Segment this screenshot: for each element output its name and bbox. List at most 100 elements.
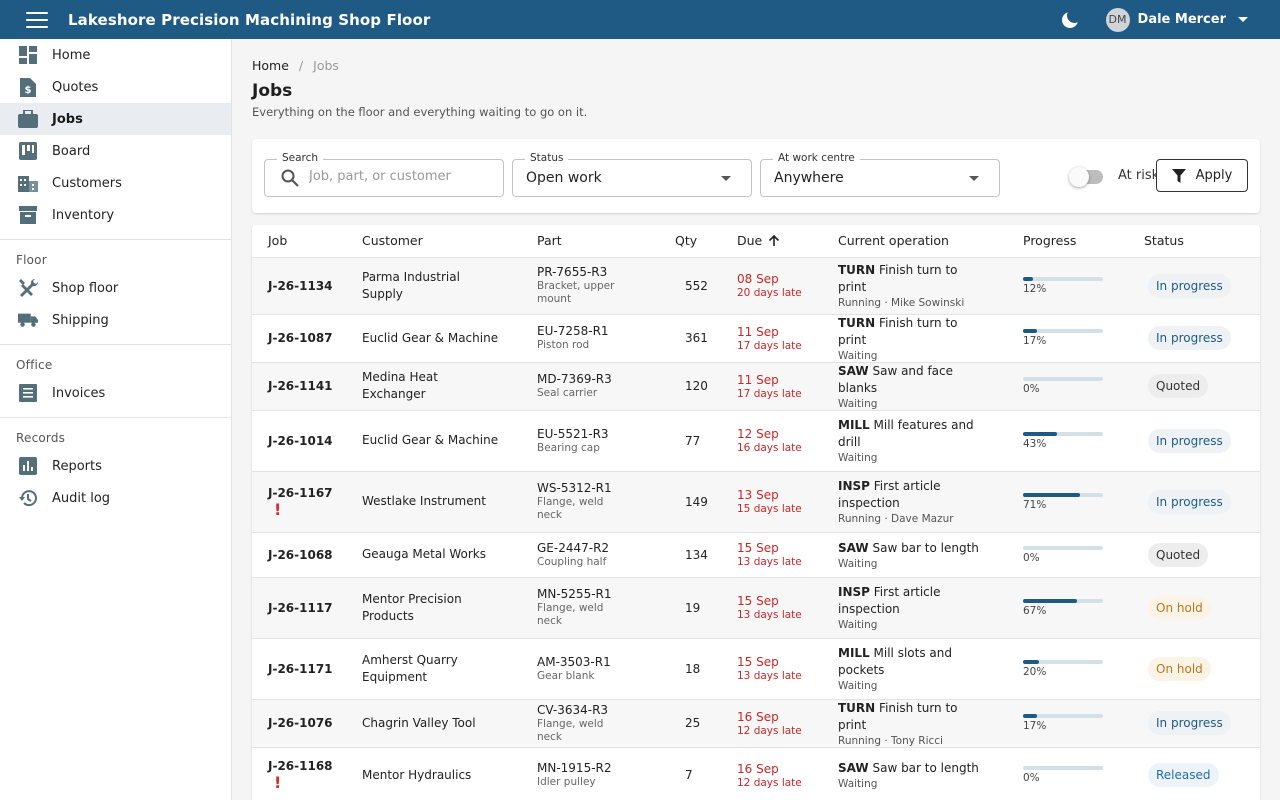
sidebar-item-reports[interactable]: Reports	[0, 450, 231, 482]
table-header-row: Job Customer Part Qty Due Current operat…	[252, 225, 1260, 258]
table-row[interactable]: J-26-1141 Medina Heat Exchanger MD-7369-R3…	[252, 362, 1260, 411]
table-row[interactable]: J-26-1068 Geauga Metal Works GE-2447-R2 Cou…	[252, 532, 1260, 578]
search-icon	[281, 169, 299, 191]
sidebar-item-jobs[interactable]: Jobs	[0, 103, 231, 135]
column-header-progress[interactable]: Progress	[1023, 225, 1144, 258]
job-cell: J-26-1068	[252, 532, 362, 578]
sidebar-item-home[interactable]: Home	[0, 39, 231, 71]
job-id-link[interactable]: J-26-1168	[268, 759, 333, 773]
progress-bar	[1023, 766, 1103, 770]
progress-bar	[1023, 545, 1103, 550]
sidebar-item-invoices[interactable]: Invoices	[0, 377, 231, 409]
job-id-link[interactable]: J-26-1068	[268, 547, 333, 562]
user-name[interactable]: Dale Mercer	[1137, 12, 1226, 27]
operation-description: Mill features and drill	[838, 418, 974, 449]
sidebar-item-label: Audit log	[52, 490, 111, 506]
column-header-customer[interactable]: Customer	[362, 225, 537, 258]
column-header-part[interactable]: Part	[537, 225, 675, 258]
table-row[interactable]: J-26-1117 Mentor Precision Products MN-525…	[252, 577, 1260, 639]
part-number: GE-2447-R2	[537, 540, 610, 555]
job-id-link[interactable]: J-26-1117	[268, 600, 333, 615]
apply-button[interactable]: Apply	[1156, 159, 1248, 192]
sidebar-item-shop-floor[interactable]: Shop floor	[0, 272, 231, 304]
due-date: 11 Sep	[737, 324, 779, 339]
table-row[interactable]: J-26-1134 Parma Industrial Supply PR-7655-…	[252, 257, 1260, 315]
days-late: 17 days late	[737, 339, 802, 352]
status-cell: Released	[1144, 747, 1260, 800]
progress-percent: 12%	[1023, 282, 1047, 295]
job-cell: J-26-1167!	[252, 471, 362, 533]
due-date: 12 Sep	[737, 427, 779, 441]
days-late: 17 days late	[737, 387, 802, 400]
job-id-link[interactable]: J-26-1171	[268, 661, 333, 676]
operation-description: First article inspection	[838, 585, 941, 616]
search-input[interactable]	[309, 169, 494, 184]
column-header-status[interactable]: Status	[1144, 225, 1260, 258]
job-cell: J-26-1076	[252, 699, 362, 748]
part-cell: WS-5312-R1 Flange, weld neck	[537, 471, 675, 533]
part-name: Flange, weld neck	[537, 602, 604, 627]
chevron-down-icon	[969, 176, 979, 181]
qty-cell: 120	[675, 362, 737, 411]
operation-cell: SAW Saw and face blanks Waiting	[838, 362, 1023, 411]
due-cell: 15 Sep 13 days late	[737, 532, 838, 578]
at-risk-exclamation-icon: !	[274, 499, 282, 519]
operation-description: Finish turn to print	[838, 263, 958, 294]
sidebar-item-inventory[interactable]: Inventory	[0, 199, 231, 231]
status-badge: In progress	[1148, 326, 1231, 350]
column-header-due[interactable]: Due	[737, 225, 838, 258]
job-id-link[interactable]: J-26-1141	[268, 379, 333, 393]
table-body: J-26-1134 Parma Industrial Supply PR-7655-…	[252, 257, 1260, 800]
sidebar-divider	[0, 417, 231, 418]
progress-cell: 71%	[1023, 471, 1144, 533]
job-id-link[interactable]: J-26-1134	[268, 278, 333, 293]
due-cell: 16 Sep 12 days late	[737, 699, 838, 748]
work-centre-select[interactable]: At work centre Anywhere	[760, 152, 1000, 197]
job-cell: J-26-1134	[252, 257, 362, 315]
qty-cell: 19	[675, 577, 737, 639]
table-row[interactable]: J-26-1168! Mentor Hydraulics MN-1915-R2 Idl…	[252, 747, 1260, 800]
sidebar-item-customers[interactable]: Customers	[0, 167, 231, 199]
operation-code: MILL	[838, 418, 870, 432]
column-header-qty[interactable]: Qty	[675, 225, 737, 258]
progress-percent: 67%	[1023, 604, 1047, 617]
menu-icon[interactable]	[26, 11, 48, 28]
progress-bar	[1023, 431, 1103, 436]
operation-status: Waiting	[838, 452, 878, 464]
avatar[interactable]: DM	[1105, 7, 1130, 32]
column-header-job[interactable]: Job	[252, 225, 362, 258]
operation-description: Mill slots and pockets	[838, 646, 952, 677]
at-risk-exclamation-icon: !	[274, 773, 282, 792]
sidebar-item-quotes[interactable]: $ Quotes	[0, 71, 231, 103]
search-field[interactable]: Search	[264, 152, 504, 197]
column-header-current-operation[interactable]: Current operation	[838, 225, 1023, 258]
svg-text:$: $	[25, 85, 32, 96]
at-risk-toggle[interactable]	[1069, 166, 1107, 188]
table-row[interactable]: J-26-1167! Westlake Instrument WS-5312-R1 F…	[252, 471, 1260, 533]
operation-cell: MILL Mill slots and pockets Waiting	[838, 638, 1023, 700]
job-id-link[interactable]: J-26-1076	[268, 716, 333, 730]
dashboard-icon	[18, 45, 38, 65]
table-row[interactable]: J-26-1171 Amherst Quarry Equipment AM-3503…	[252, 638, 1260, 700]
job-id-link[interactable]: J-26-1014	[268, 433, 333, 448]
part-name: Bracket, upper mount	[537, 280, 615, 305]
breadcrumb-home-link[interactable]: Home	[252, 58, 289, 73]
table-row[interactable]: J-26-1076 Chagrin Valley Tool CV-3634-R3 Fl…	[252, 699, 1260, 748]
operation-code: INSP	[838, 479, 870, 493]
table-row[interactable]: J-26-1087 Euclid Gear & Machine EU-7258-R1…	[252, 314, 1260, 363]
operation-status: Running · Mike Sowinski	[838, 297, 965, 309]
job-id-link[interactable]: J-26-1167	[268, 485, 333, 500]
status-cell: On hold	[1144, 638, 1260, 700]
user-menu-chevron-down-icon[interactable]	[1238, 17, 1248, 22]
operation-code: SAW	[838, 540, 869, 555]
sidebar-item-shipping[interactable]: Shipping	[0, 304, 231, 336]
dark-mode-moon-icon[interactable]	[1060, 7, 1082, 30]
sidebar-item-audit-log[interactable]: Audit log	[0, 482, 231, 514]
toggle-knob	[1069, 167, 1089, 187]
status-select[interactable]: Status Open work	[512, 152, 752, 197]
part-number: CV-3634-R3	[537, 702, 609, 717]
sidebar-item-board[interactable]: Board	[0, 135, 231, 167]
job-id-link[interactable]: J-26-1087	[268, 331, 333, 345]
table-row[interactable]: J-26-1014 Euclid Gear & Machine EU-5521-R3…	[252, 410, 1260, 472]
operation-description: Saw and face blanks	[838, 363, 954, 395]
